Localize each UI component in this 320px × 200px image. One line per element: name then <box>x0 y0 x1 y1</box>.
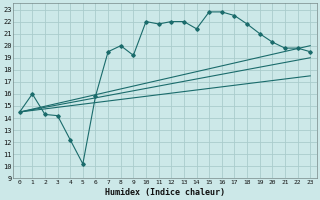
X-axis label: Humidex (Indice chaleur): Humidex (Indice chaleur) <box>105 188 225 197</box>
